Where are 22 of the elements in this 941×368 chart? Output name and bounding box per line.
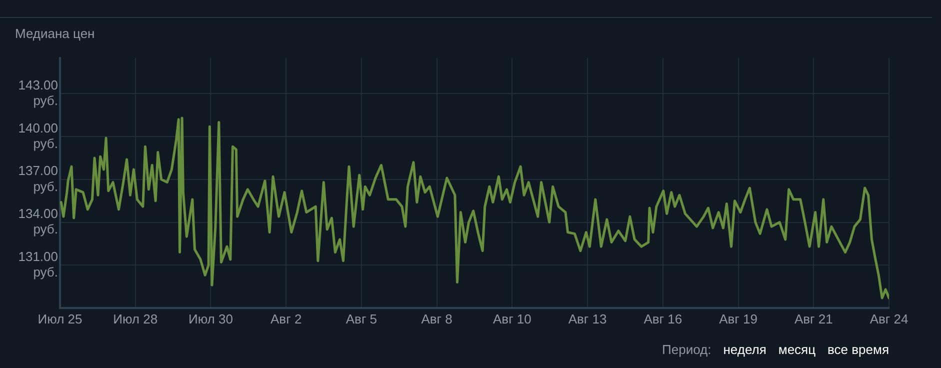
x-tick-label: Авг 13 — [568, 311, 607, 326]
x-tick-label: Авг 21 — [794, 311, 833, 326]
text: неделя — [723, 342, 766, 357]
x-tick-label: Июл 25 — [38, 311, 82, 326]
x-tick-label: Авг 24 — [870, 311, 908, 326]
y-tick-label: 140.00 руб. — [18, 120, 58, 151]
y-tick-label: 143.00 руб. — [18, 77, 58, 108]
text: месяц — [778, 342, 816, 357]
x-tick-label: Авг 19 — [719, 311, 758, 326]
y-tick-label: 134.00 руб. — [18, 206, 58, 237]
x-tick-label: Авг 16 — [644, 311, 682, 326]
text: Период: — [662, 342, 712, 357]
text: все время — [828, 342, 889, 357]
x-tick-label: Июл 28 — [113, 311, 158, 326]
x-tick-label: Авг 8 — [421, 311, 452, 326]
x-tick-label: Авг 2 — [270, 311, 302, 326]
chart-title: Медиана цен — [15, 26, 95, 41]
x-tick-label: Авг 5 — [346, 311, 378, 326]
x-tick-label: Авг 10 — [492, 311, 532, 326]
y-tick-label: 137.00 руб. — [18, 163, 58, 194]
y-tick-label: 131.00 руб. — [18, 248, 58, 280]
x-tick-label: Июл 30 — [188, 311, 233, 326]
